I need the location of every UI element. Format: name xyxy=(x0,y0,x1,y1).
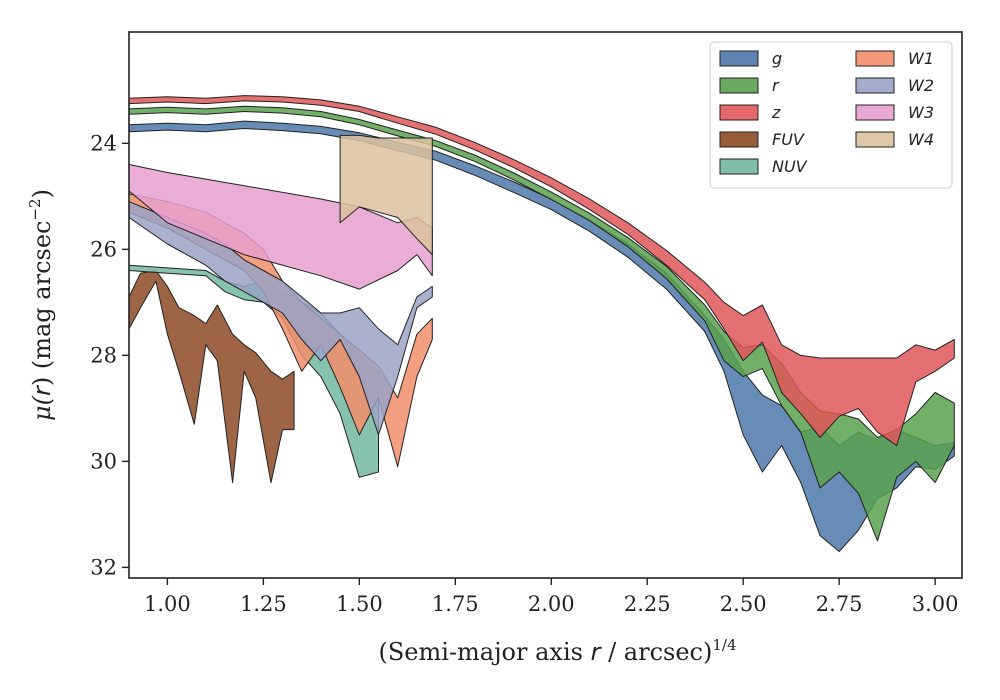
series-band-z xyxy=(128,95,955,446)
x-tick-label: 2.25 xyxy=(624,592,671,616)
legend: grz FUV NUV W1 W2 W3 W4 xyxy=(709,41,953,189)
x-axis: 1.00 1.25 1.50 1.75 2.00 2.25 2.50 2.75 3.00 xyxy=(144,578,959,616)
legend-label-fuv: FUV xyxy=(772,130,805,149)
plot-frame xyxy=(128,31,963,579)
x-tick-label: 2.00 xyxy=(528,592,575,616)
legend-swatch-g xyxy=(719,50,759,67)
series-layer xyxy=(128,95,955,552)
legend-label-g: g xyxy=(772,49,782,68)
legend-swatch-w1 xyxy=(855,50,895,67)
series-band-r xyxy=(128,105,955,542)
y-axis: 24 26 28 30 32 xyxy=(90,131,129,579)
legend-label-w2: W2 xyxy=(908,76,934,95)
legend-label-w3: W3 xyxy=(908,103,934,122)
y-tick-label: 32 xyxy=(90,555,117,579)
legend-label-nuv: NUV xyxy=(772,157,808,176)
legend-swatch-fuv xyxy=(719,131,759,148)
series-band-w2 xyxy=(128,201,433,436)
legend-label-w1: W1 xyxy=(908,49,934,68)
x-axis-title: (Semi-major axis r / arcsec)1/4 xyxy=(379,636,737,666)
x-tick-label: 3.00 xyxy=(912,592,959,616)
legend-swatch-w2 xyxy=(855,77,895,94)
legend-label-z: z xyxy=(771,103,781,122)
legend-swatch-nuv xyxy=(719,158,759,175)
y-tick-label: 24 xyxy=(90,131,117,155)
x-tick-label: 1.50 xyxy=(336,592,383,616)
x-tick-label: 2.50 xyxy=(720,592,767,616)
y-tick-label: 30 xyxy=(90,449,117,473)
series-band-w4 xyxy=(339,134,433,256)
legend-swatch-w3 xyxy=(855,104,895,121)
x-tick-label: 2.75 xyxy=(816,592,863,616)
y-tick-label: 26 xyxy=(90,237,117,261)
legend-label-w4: W4 xyxy=(908,130,934,149)
x-tick-label: 1.25 xyxy=(240,592,287,616)
x-tick-label: 1.75 xyxy=(432,592,479,616)
series-band-fuv xyxy=(128,270,295,484)
legend-swatch-w4 xyxy=(855,131,895,148)
y-axis-title: μ(r) (mag arcsec−2) xyxy=(26,189,56,421)
legend-label-r: r xyxy=(772,76,780,95)
series-band-w3 xyxy=(128,164,433,290)
y-tick-label: 28 xyxy=(90,343,117,367)
legend-swatch-r xyxy=(719,77,759,94)
legend-swatch-z xyxy=(719,104,759,121)
x-tick-label: 1.00 xyxy=(144,592,191,616)
series-band-g xyxy=(128,120,955,552)
